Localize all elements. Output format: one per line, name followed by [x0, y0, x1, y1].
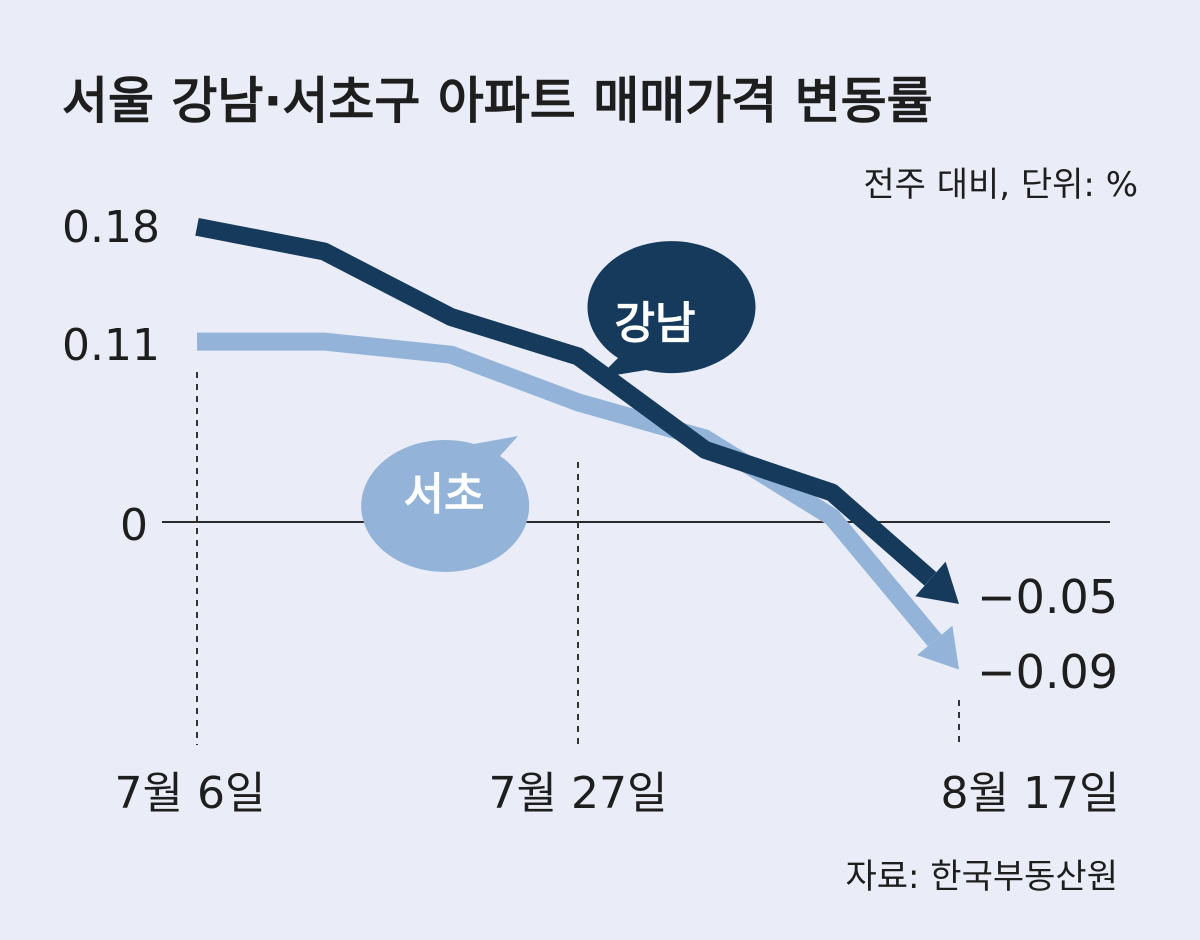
seocho-series [197, 332, 959, 670]
chart-subtitle: 전주 대비, 단위: % [863, 165, 1138, 205]
y-tick-label-0: 0.18 [62, 202, 160, 253]
x-tick-label-2: 8월 17일 [941, 768, 1120, 819]
gangnam-arrowhead [915, 561, 959, 604]
seocho-bubble: 서초 [361, 436, 530, 572]
chart-title: 서울 강남·서초구 아파트 매매가격 변동률 [62, 72, 933, 130]
y-tick-label-2: 0 [120, 500, 148, 551]
gangnam-bubble: 강남 [587, 241, 756, 378]
gangnam-bubble-label: 강남 [615, 298, 696, 349]
x-tick-label-1: 7월 27일 [489, 768, 668, 819]
gangnam-line [195, 217, 937, 586]
seocho-bubble-label: 서초 [404, 469, 485, 520]
seocho-line [197, 332, 942, 647]
gangnam-series [195, 217, 959, 604]
y-tick-label-1: 0.11 [62, 320, 160, 371]
seocho-end-value: −0.09 [977, 645, 1118, 699]
gangnam-end-value: −0.05 [977, 570, 1118, 624]
seocho-bubble-shape [361, 436, 530, 572]
seocho-arrowhead [917, 625, 959, 670]
x-tick-label-0: 7월 6일 [115, 768, 266, 819]
source-note: 자료: 한국부동산원 [845, 857, 1118, 897]
gangnam-bubble-shape [587, 241, 756, 378]
